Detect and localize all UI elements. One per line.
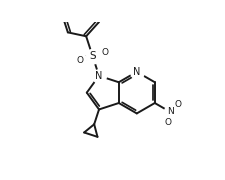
Text: S: S bbox=[89, 51, 96, 61]
Text: N: N bbox=[95, 71, 103, 81]
Text: N: N bbox=[167, 107, 173, 116]
Text: O: O bbox=[175, 100, 182, 109]
Text: O: O bbox=[164, 118, 171, 127]
Text: O: O bbox=[101, 48, 108, 57]
Text: N: N bbox=[133, 67, 140, 77]
Text: O: O bbox=[77, 56, 84, 65]
